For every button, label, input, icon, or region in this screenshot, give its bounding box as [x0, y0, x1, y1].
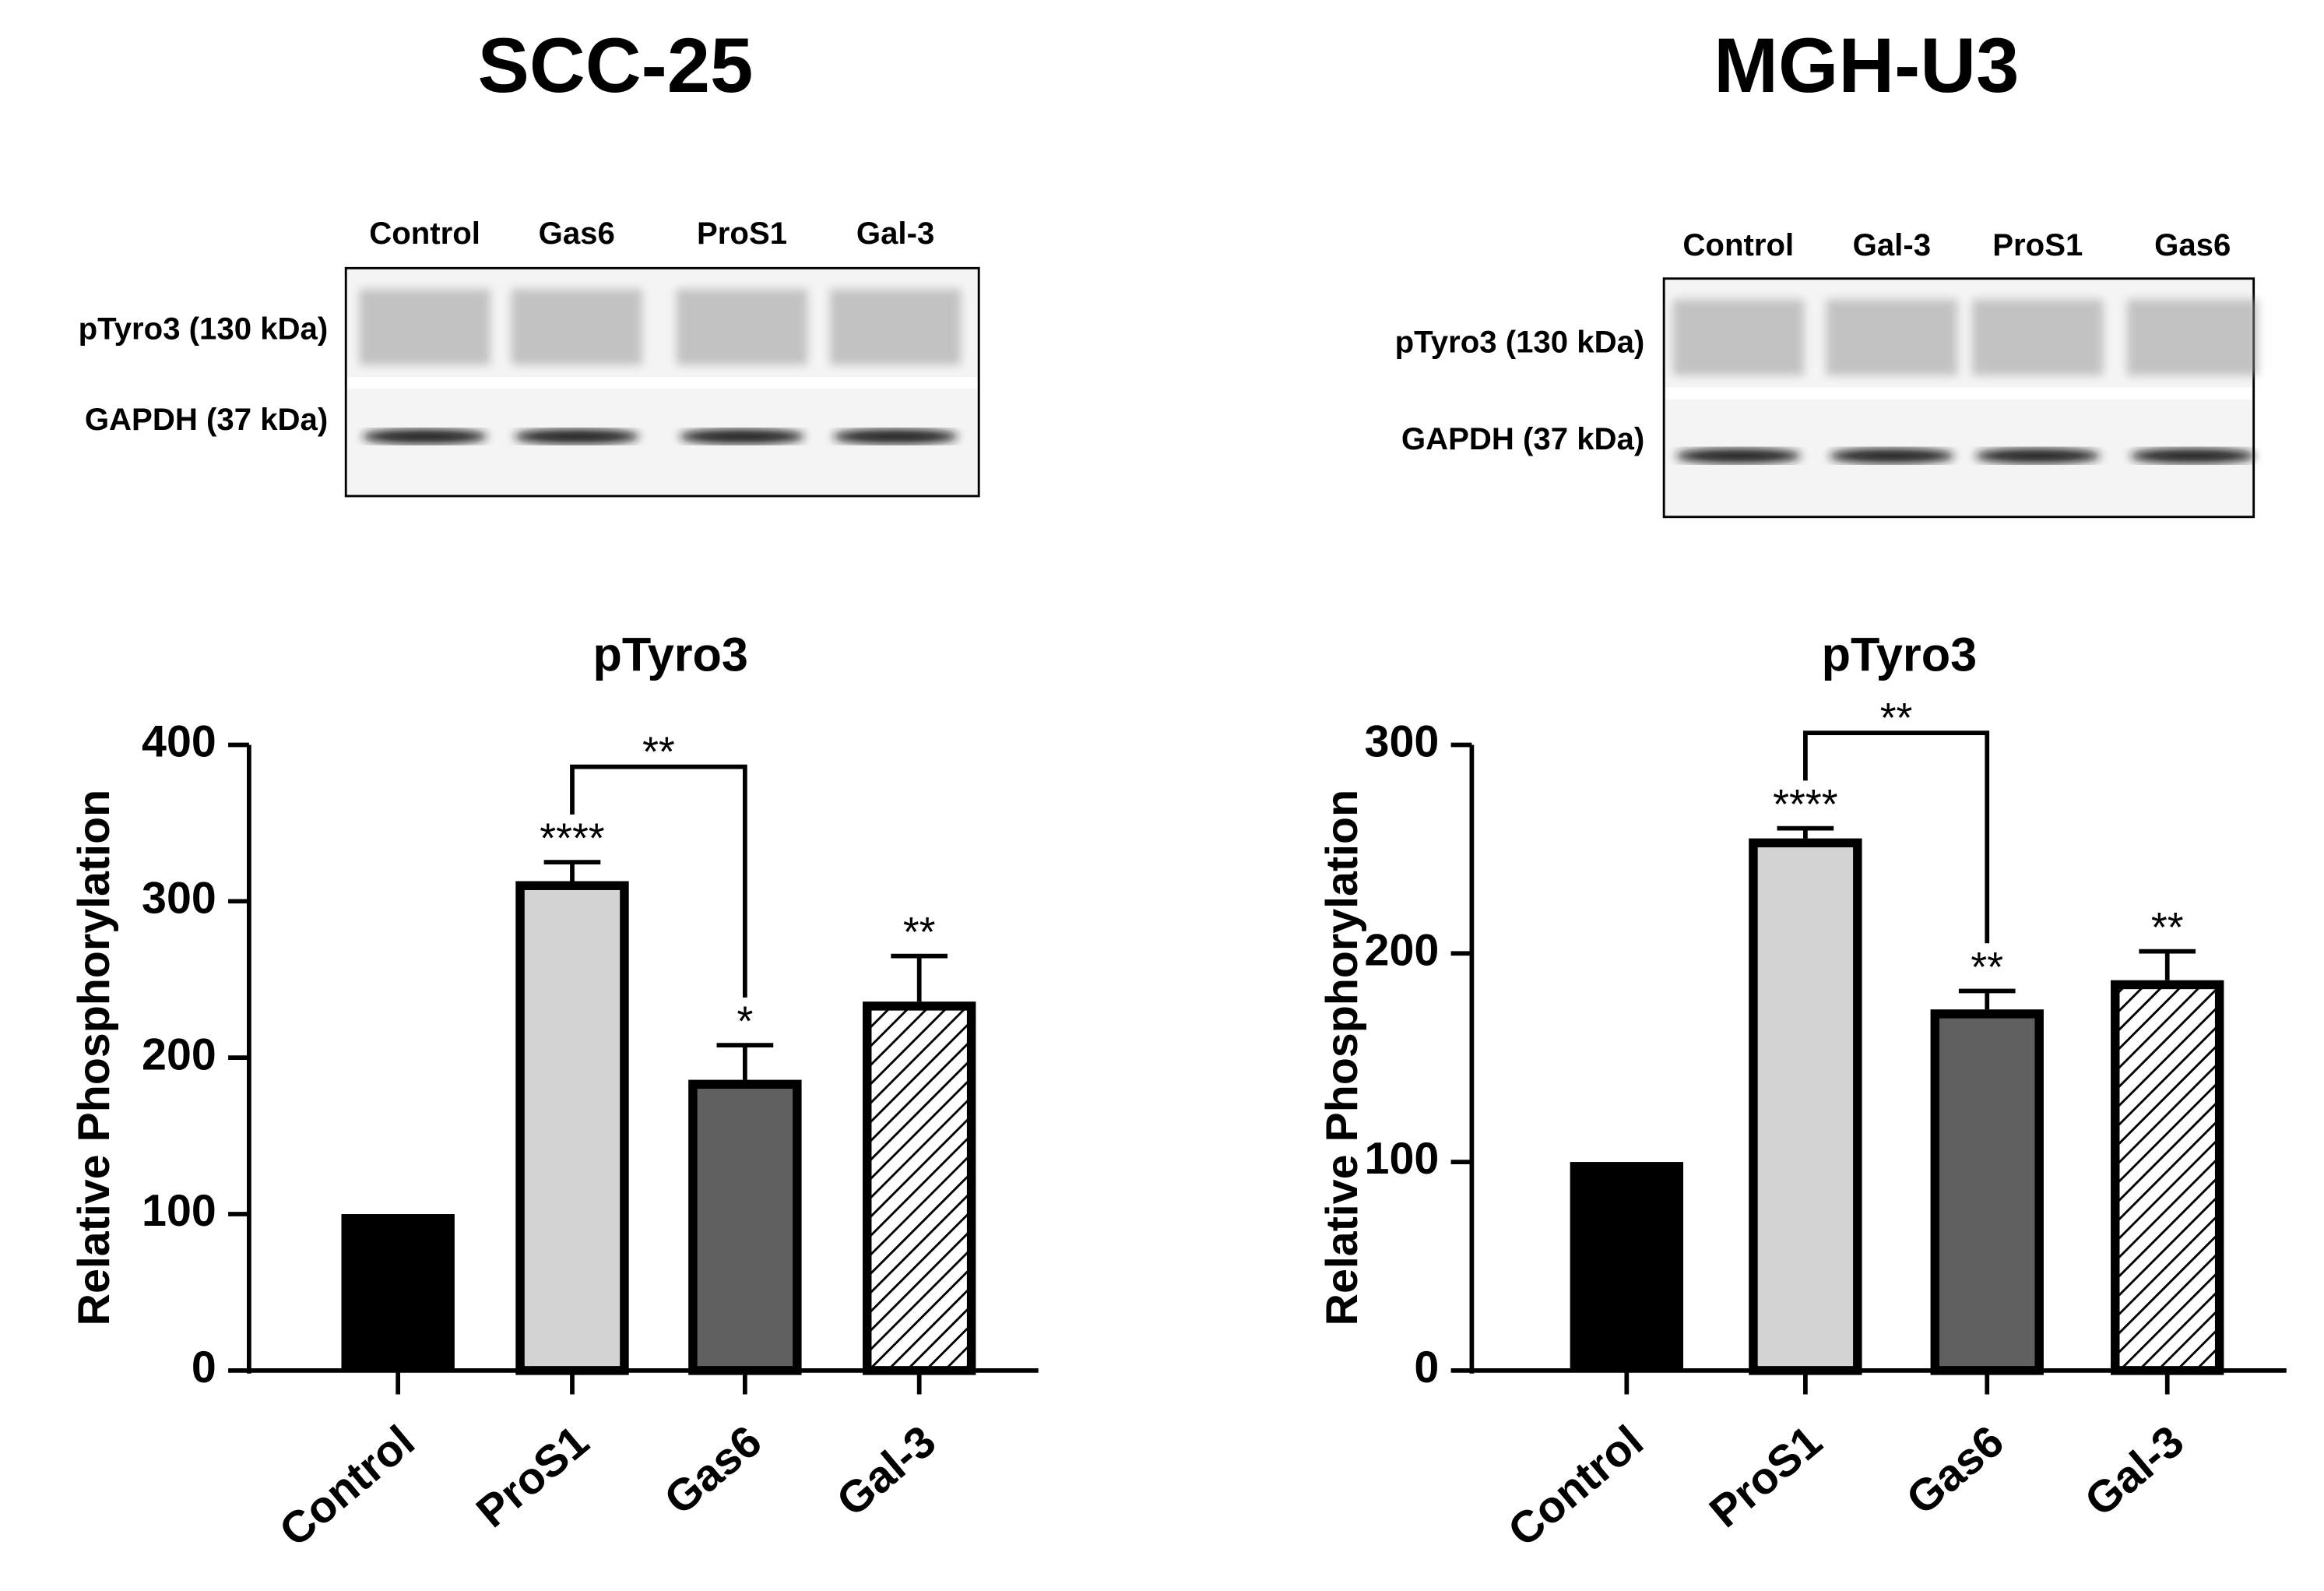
bar	[2111, 980, 2224, 1375]
x-tick-label: Gal-3	[828, 1417, 945, 1526]
significance-label: *	[737, 998, 753, 1044]
bar	[341, 1214, 455, 1371]
blot-band	[2129, 448, 2255, 463]
bar	[1570, 1162, 1684, 1371]
blot-band	[832, 428, 958, 445]
y-tick-label: 0	[192, 1343, 216, 1392]
x-tick-label: ProS1	[467, 1417, 598, 1538]
y-tick-label: 300	[142, 873, 216, 923]
blot-band	[359, 289, 490, 365]
bar	[688, 1079, 802, 1375]
blot-band	[1672, 299, 1804, 376]
bracket-label: **	[642, 730, 675, 776]
blot-band	[514, 428, 640, 445]
y-tick-label: 100	[1365, 1134, 1440, 1184]
band-label: pTyro3 (130 kDa)	[1395, 324, 1645, 359]
band-label: GAPDH (37 kDa)	[85, 402, 328, 437]
y-tick-label: 200	[1365, 925, 1440, 975]
y-axis-label: Relative Phosphorylation	[69, 790, 119, 1326]
band-label: pTyro3 (130 kDa)	[79, 311, 329, 346]
blot-band	[676, 289, 808, 365]
lane-label: Gal-3	[856, 216, 934, 251]
significance-label: **	[903, 910, 936, 956]
significance-bracket	[570, 764, 747, 998]
y-tick-label: 400	[142, 717, 216, 767]
lane-label: Control	[1682, 227, 1794, 262]
bar	[515, 881, 629, 1375]
x-tick-label: Gas6	[1897, 1417, 2013, 1525]
blot-band	[1974, 448, 2101, 463]
blot-gap	[1665, 387, 2252, 400]
significance-bracket	[1803, 730, 1990, 944]
significance-label: ****	[1773, 782, 1837, 828]
bracket-label: **	[1880, 695, 1913, 741]
bar	[1749, 838, 1862, 1375]
x-tick-label: ProS1	[1700, 1417, 1831, 1538]
panel-title: MGH-U3	[1714, 23, 2019, 109]
x-tick-label: Control	[270, 1417, 424, 1557]
significance-label: **	[1971, 945, 2003, 991]
blot-band	[1829, 448, 1955, 463]
y-tick-label: 100	[142, 1186, 216, 1236]
panel-title: SCC-25	[478, 23, 754, 109]
bar	[1930, 1009, 2044, 1375]
y-tick-label: 0	[1414, 1343, 1439, 1392]
lane-label: ProS1	[697, 216, 787, 251]
x-tick-label: Control	[1499, 1417, 1652, 1557]
y-tick-label: 200	[142, 1030, 216, 1079]
blot-band	[679, 428, 805, 445]
bar	[863, 1001, 976, 1375]
band-label: GAPDH (37 kDa)	[1401, 421, 1644, 456]
significance-label: ****	[540, 815, 604, 861]
blot-band	[1675, 448, 1802, 463]
blot-band	[2127, 299, 2259, 376]
lane-label: ProS1	[1992, 227, 2083, 262]
y-axis-label: Relative Phosphorylation	[1317, 790, 1367, 1326]
significance-label: **	[2151, 905, 2184, 951]
plot-title: pTyro3	[1822, 628, 1978, 681]
plot-title: pTyro3	[592, 628, 748, 681]
lane-label: Gas6	[2154, 227, 2231, 262]
blot-band	[362, 428, 487, 445]
lane-label: Control	[369, 216, 480, 251]
lane-label: Gas6	[539, 216, 615, 251]
lane-label: Gal-3	[1853, 227, 1931, 262]
blot-band	[511, 289, 642, 365]
blot-band	[1972, 299, 2104, 376]
blot-band	[829, 289, 962, 365]
y-tick-label: 300	[1365, 717, 1440, 767]
blot-gap	[347, 376, 978, 389]
blot-band	[1826, 299, 1957, 376]
x-tick-label: Gal-3	[2076, 1417, 2193, 1526]
x-tick-label: Gas6	[656, 1417, 772, 1525]
